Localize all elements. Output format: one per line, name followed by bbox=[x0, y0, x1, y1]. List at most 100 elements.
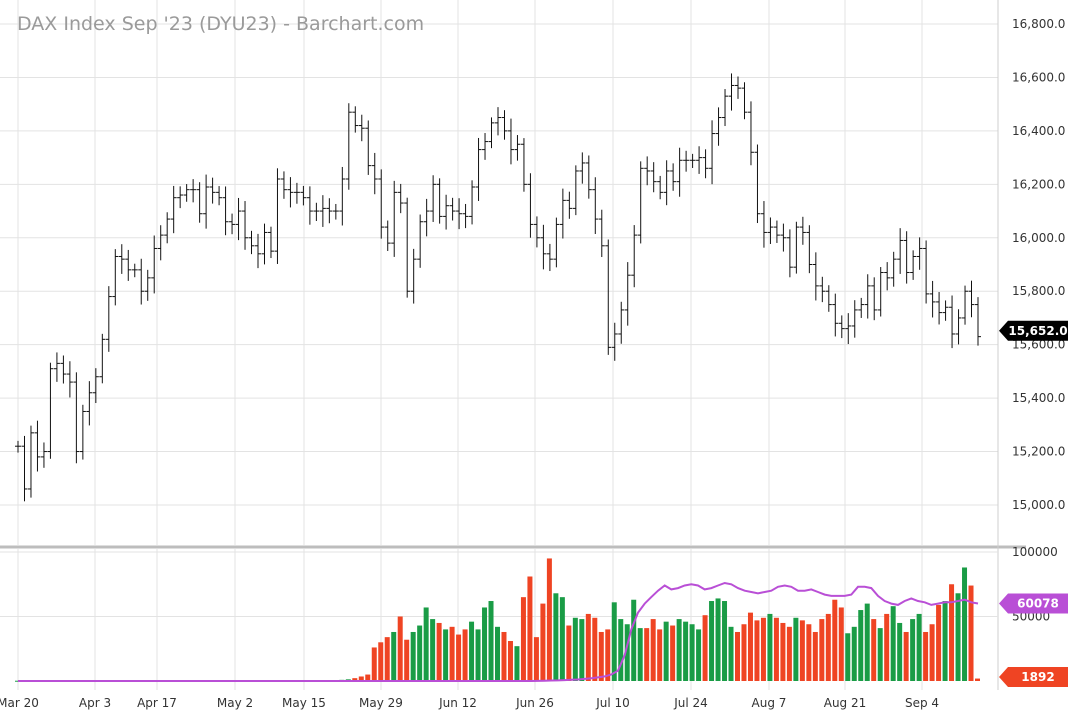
volume-bar bbox=[799, 620, 805, 681]
ohlc-bar bbox=[358, 114, 365, 142]
volume-bar bbox=[858, 610, 864, 681]
volume-bar bbox=[968, 585, 974, 681]
ohlc-bar bbox=[417, 214, 424, 268]
ohlc-bar bbox=[670, 163, 677, 191]
volume-bar bbox=[657, 629, 663, 681]
grid bbox=[0, 0, 1026, 690]
ohlc-bar bbox=[475, 137, 482, 201]
x-tick-label: Apr 3 bbox=[79, 696, 111, 710]
ohlc-bar bbox=[345, 103, 352, 190]
ohlc-bar bbox=[624, 262, 631, 326]
ohlc-bar bbox=[832, 293, 839, 337]
volume-bar bbox=[767, 613, 773, 681]
chart-title: DAX Index Sep '23 (DYU23) - Barchart.com bbox=[17, 13, 425, 35]
volume-bar bbox=[864, 603, 870, 681]
ohlc-bar bbox=[99, 333, 106, 384]
ohlc-bar bbox=[430, 175, 437, 222]
ohlc-bar bbox=[910, 250, 917, 280]
volume-bar bbox=[747, 612, 753, 681]
ohlc-bar bbox=[676, 147, 683, 197]
volume-bar bbox=[741, 624, 747, 681]
ohlc-bar bbox=[955, 309, 962, 345]
price-tick-label: 16,600.0 bbox=[1012, 70, 1065, 84]
ohlc-bar bbox=[637, 161, 644, 244]
volume-bar bbox=[806, 624, 812, 681]
ohlc-bar bbox=[436, 178, 443, 224]
volume-bar bbox=[709, 601, 715, 681]
ohlc-bar bbox=[378, 169, 385, 239]
x-tick-label: Mar 20 bbox=[0, 696, 39, 710]
volume-bar bbox=[572, 617, 578, 681]
volume-bar bbox=[812, 631, 818, 681]
ohlc-bar bbox=[79, 404, 86, 460]
ohlc-bar bbox=[773, 220, 780, 243]
ohlc-bar bbox=[585, 155, 592, 199]
ohlc-bar bbox=[741, 82, 748, 120]
volume-bar bbox=[358, 676, 364, 681]
ohlc-bar bbox=[501, 110, 508, 140]
ohlc-bar bbox=[696, 146, 703, 174]
ohlc-bar bbox=[851, 300, 858, 338]
volume-bar bbox=[760, 617, 766, 681]
ohlc-bar bbox=[845, 313, 852, 345]
ohlc-bar bbox=[663, 160, 670, 206]
ohlc-bar bbox=[605, 239, 612, 355]
ohlc-bar bbox=[157, 225, 164, 261]
ohlc-bar bbox=[735, 76, 741, 99]
volume-bar bbox=[443, 629, 449, 681]
last-price-badge-text: 15,652.0 bbox=[1008, 324, 1067, 338]
volume-bar bbox=[884, 613, 890, 681]
volume-bar bbox=[423, 607, 429, 681]
volume-bar bbox=[845, 633, 851, 681]
ohlc-bar bbox=[235, 197, 242, 241]
x-tick-label: Jun 12 bbox=[438, 696, 477, 710]
price-badges: 15,652.0 60078 1892 bbox=[999, 320, 1068, 687]
ohlc-bar bbox=[579, 152, 586, 184]
volume-bar bbox=[877, 628, 883, 681]
volume-bar bbox=[916, 613, 922, 681]
ohlc-bar bbox=[456, 198, 463, 230]
ohlc-bar bbox=[507, 118, 514, 165]
volume-bar bbox=[819, 619, 825, 681]
ohlc-bar bbox=[611, 322, 618, 361]
ohlc-bar bbox=[812, 252, 819, 301]
volume-bar bbox=[631, 599, 637, 681]
ohlc-bar bbox=[469, 180, 476, 225]
ohlc-bar bbox=[34, 420, 41, 472]
ohlc-bar bbox=[280, 171, 287, 199]
x-tick-label: Jul 10 bbox=[595, 696, 630, 710]
ohlc-bar bbox=[799, 216, 806, 245]
volume-bar bbox=[722, 601, 728, 681]
axes: 15,000.0 15,200.0 15,400.0 15,600.0 15,800.0… bbox=[0, 17, 1065, 710]
ohlc-bar bbox=[572, 165, 579, 216]
x-tick-label: Apr 17 bbox=[137, 696, 177, 710]
volume-bar bbox=[644, 628, 650, 681]
volume-bar bbox=[903, 631, 909, 681]
ohlc-bar bbox=[177, 186, 184, 209]
volume-bar bbox=[670, 625, 676, 681]
ohlc-bar bbox=[170, 185, 177, 234]
ohlc-bar bbox=[397, 183, 404, 214]
ohlc-bar bbox=[715, 107, 722, 146]
price-tick-label: 15,200.0 bbox=[1012, 445, 1065, 459]
ohlc-bar bbox=[125, 249, 132, 281]
ohlc-bar bbox=[631, 225, 638, 288]
price-tick-label: 15,000.0 bbox=[1012, 498, 1065, 512]
ohlc-bar bbox=[923, 240, 930, 304]
ohlc-bar bbox=[209, 177, 216, 204]
ohlc-bar bbox=[196, 182, 203, 223]
ohlc-bar bbox=[222, 186, 229, 236]
volume-bar bbox=[676, 619, 682, 681]
volume-bar bbox=[430, 619, 436, 681]
volume-bar bbox=[754, 620, 760, 681]
ohlc-bar bbox=[287, 177, 294, 208]
volume-bar bbox=[728, 626, 734, 681]
ohlc-bar bbox=[267, 226, 274, 259]
last-volume-badge-text: 1892 bbox=[1021, 670, 1054, 684]
volume-bar bbox=[936, 604, 942, 681]
x-tick-label: Sep 4 bbox=[905, 696, 939, 710]
x-tick-label: May 15 bbox=[282, 696, 326, 710]
volume-bar bbox=[559, 597, 565, 681]
ohlc-bar bbox=[786, 229, 793, 278]
volume-bar bbox=[579, 619, 585, 681]
